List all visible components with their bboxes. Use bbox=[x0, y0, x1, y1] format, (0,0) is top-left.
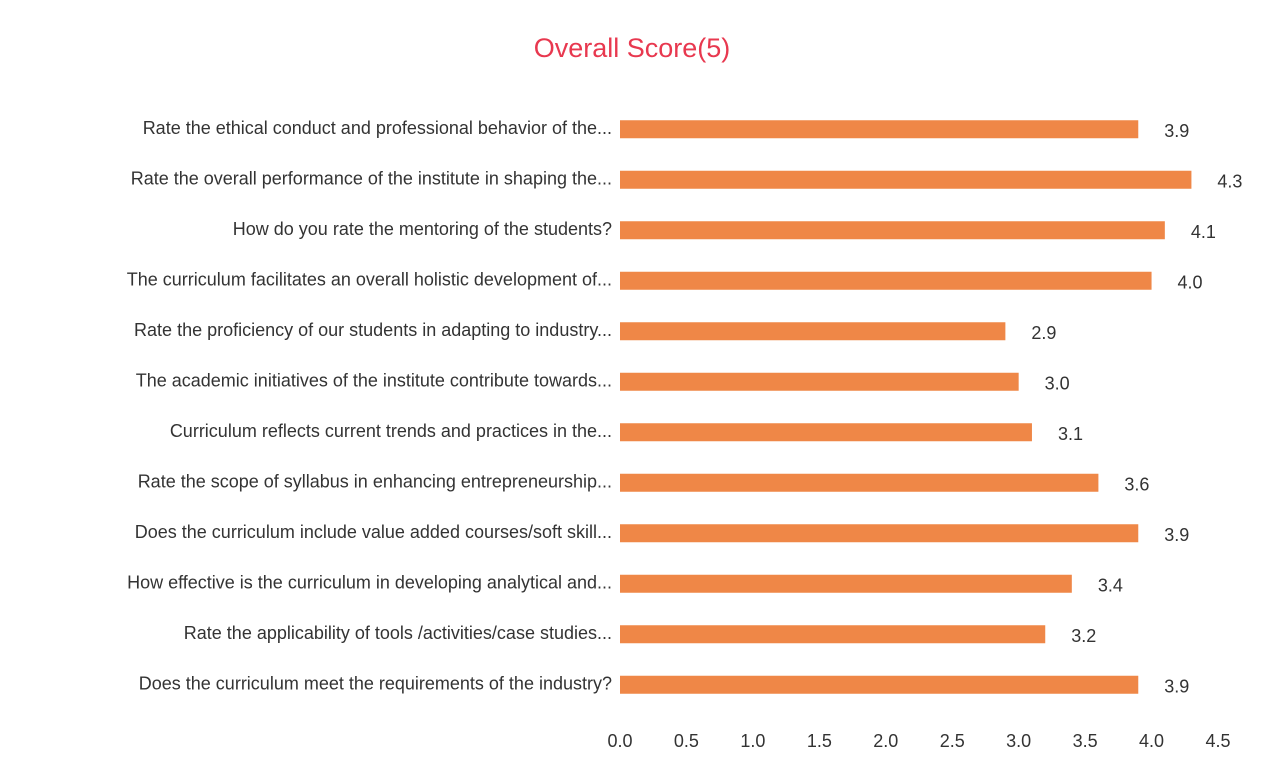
x-tick-label: 2.5 bbox=[940, 731, 965, 751]
data-label: 4.1 bbox=[1191, 222, 1216, 242]
bar bbox=[620, 221, 1165, 240]
x-tick-label: 1.5 bbox=[807, 731, 832, 751]
bar bbox=[620, 625, 1046, 644]
y-tick-label: Does the curriculum meet the requirement… bbox=[139, 674, 612, 694]
data-label: 3.9 bbox=[1164, 525, 1189, 545]
y-tick-label: Rate the ethical conduct and professiona… bbox=[143, 118, 612, 138]
x-tick-label: 0.0 bbox=[607, 731, 632, 751]
data-label: 3.2 bbox=[1071, 626, 1096, 646]
data-label: 3.1 bbox=[1058, 424, 1083, 444]
y-tick-label: The curriculum facilitates an overall ho… bbox=[127, 270, 612, 290]
bar bbox=[620, 271, 1152, 290]
bar bbox=[620, 372, 1019, 391]
y-tick-label: Rate the overall performance of the inst… bbox=[131, 169, 612, 189]
data-label: 4.3 bbox=[1217, 172, 1242, 192]
bar bbox=[620, 524, 1139, 543]
data-label: 3.6 bbox=[1124, 475, 1149, 495]
y-tick-label: Rate the proficiency of our students in … bbox=[134, 320, 612, 340]
x-tick-label: 0.5 bbox=[674, 731, 699, 751]
y-tick-label: Rate the scope of syllabus in enhancing … bbox=[138, 472, 612, 492]
data-label: 2.9 bbox=[1031, 323, 1056, 343]
x-tick-label: 4.5 bbox=[1205, 731, 1230, 751]
data-label: 4.0 bbox=[1178, 273, 1203, 293]
data-label: 3.9 bbox=[1164, 121, 1189, 141]
bar bbox=[620, 120, 1139, 139]
bar bbox=[620, 675, 1139, 694]
y-tick-label: Does the curriculum include value added … bbox=[135, 522, 612, 542]
bar bbox=[620, 322, 1006, 341]
data-label: 3.9 bbox=[1164, 677, 1189, 697]
x-tick-label: 3.5 bbox=[1073, 731, 1098, 751]
chart-title: Overall Score(5) bbox=[534, 33, 731, 63]
y-tick-label: Rate the applicability of tools /activit… bbox=[184, 623, 612, 643]
bar bbox=[620, 574, 1072, 593]
y-tick-label: How do you rate the mentoring of the stu… bbox=[233, 219, 612, 239]
y-tick-label: The academic initiatives of the institut… bbox=[136, 371, 612, 391]
x-tick-label: 2.0 bbox=[873, 731, 898, 751]
bar bbox=[620, 423, 1032, 442]
data-label: 3.4 bbox=[1098, 576, 1123, 596]
x-tick-label: 3.0 bbox=[1006, 731, 1031, 751]
bar bbox=[620, 170, 1192, 189]
x-tick-label: 1.0 bbox=[740, 731, 765, 751]
y-tick-label: Curriculum reflects current trends and p… bbox=[170, 421, 612, 441]
x-tick-label: 4.0 bbox=[1139, 731, 1164, 751]
data-label: 3.0 bbox=[1045, 374, 1070, 394]
y-tick-label: How effective is the curriculum in devel… bbox=[127, 573, 612, 593]
bar bbox=[620, 473, 1099, 492]
